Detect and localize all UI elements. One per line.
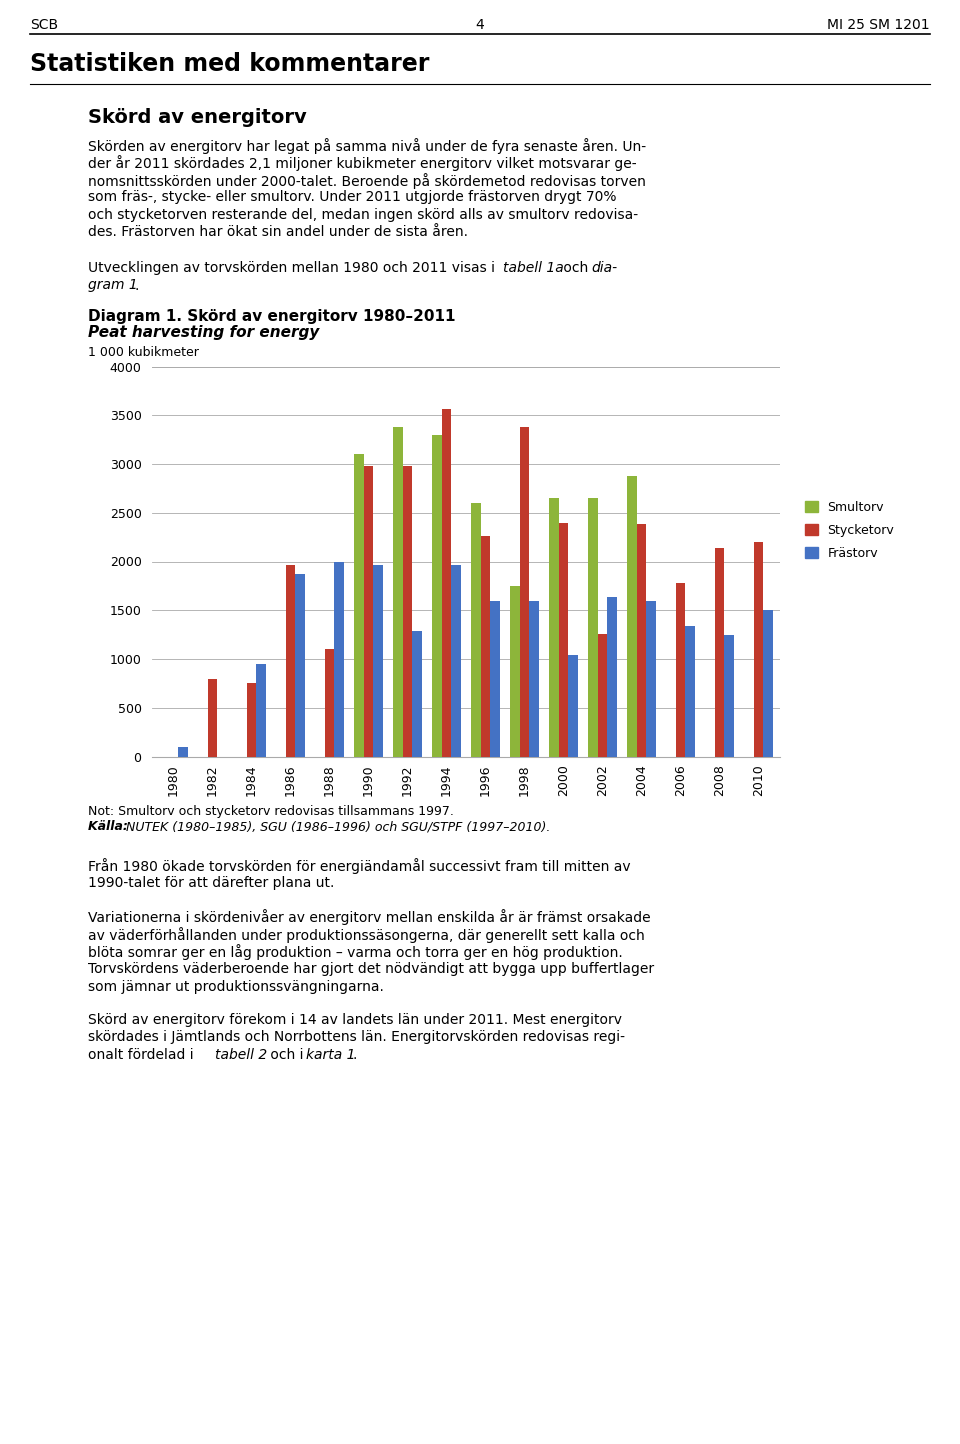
Text: Källa:: Källa: xyxy=(88,820,132,833)
Legend: Smultorv, Stycketorv, Frästorv: Smultorv, Stycketorv, Frästorv xyxy=(805,501,895,560)
Bar xyxy=(247,683,256,757)
Bar xyxy=(207,679,217,757)
Bar xyxy=(179,747,188,757)
Text: der år 2011 skördades 2,1 miljoner kubikmeter energitorv vilket motsvarar ge-: der år 2011 skördades 2,1 miljoner kubik… xyxy=(88,156,636,172)
Text: tabell 1a: tabell 1a xyxy=(503,261,564,274)
Text: som fräs-, stycke- eller smultorv. Under 2011 utgjorde frästorven drygt 70%: som fräs-, stycke- eller smultorv. Under… xyxy=(88,191,616,205)
Bar xyxy=(481,536,491,757)
Text: Skörden av energitorv har legat på samma nivå under de fyra senaste åren. Un-: Skörden av energitorv har legat på samma… xyxy=(88,139,646,155)
Bar xyxy=(559,524,568,757)
Bar xyxy=(402,466,413,757)
Bar xyxy=(432,435,442,757)
Bar xyxy=(636,524,646,757)
Text: karta 1: karta 1 xyxy=(306,1048,355,1061)
Text: onalt fördelad i: onalt fördelad i xyxy=(88,1048,198,1061)
Bar xyxy=(685,625,695,757)
Bar xyxy=(413,631,422,757)
Text: tabell 2: tabell 2 xyxy=(215,1048,267,1061)
Bar xyxy=(519,427,529,757)
Text: som jämnar ut produktionssvängningarna.: som jämnar ut produktionssvängningarna. xyxy=(88,979,384,993)
Bar xyxy=(491,602,500,757)
Text: des. Frästorven har ökat sin andel under de sista åren.: des. Frästorven har ökat sin andel under… xyxy=(88,225,468,240)
Text: NUTEK (1980–1985), SGU (1986–1996) och SGU/STPF (1997–2010).: NUTEK (1980–1985), SGU (1986–1996) och S… xyxy=(126,820,550,833)
Bar xyxy=(754,542,763,757)
Text: dia-: dia- xyxy=(591,261,617,274)
Bar xyxy=(442,410,451,757)
Text: Torvskördens väderberoende har gjort det nödvändigt att bygga upp buffertlager: Torvskördens väderberoende har gjort det… xyxy=(88,962,654,976)
Bar xyxy=(529,602,540,757)
Text: .: . xyxy=(353,1048,357,1061)
Bar xyxy=(646,602,656,757)
Text: av väderförhållanden under produktionssäsongerna, där generellt sett kalla och: av väderförhållanden under produktionssä… xyxy=(88,927,645,943)
Text: Variationerna i skördenivåer av energitorv mellan enskilda år är främst orsakade: Variationerna i skördenivåer av energito… xyxy=(88,910,651,926)
Bar xyxy=(334,562,344,757)
Bar xyxy=(470,503,481,757)
Text: och stycketorven resterande del, medan ingen skörd alls av smultorv redovisa-: och stycketorven resterande del, medan i… xyxy=(88,208,638,222)
Bar xyxy=(676,583,685,757)
Bar xyxy=(373,566,383,757)
Text: Från 1980 ökade torvskörden för energiändamål successivt fram till mitten av: Från 1980 ökade torvskörden för energiän… xyxy=(88,859,631,875)
Bar xyxy=(714,547,725,757)
Text: nomsnittsskörden under 2000-talet. Beroende på skördemetod redovisas torven: nomsnittsskörden under 2000-talet. Beroe… xyxy=(88,173,646,189)
Text: blöta somrar ger en låg produktion – varma och torra ger en hög produktion.: blöta somrar ger en låg produktion – var… xyxy=(88,944,623,960)
Bar xyxy=(364,466,373,757)
Text: SCB: SCB xyxy=(30,17,59,32)
Text: 1 000 kubikmeter: 1 000 kubikmeter xyxy=(88,345,199,358)
Bar xyxy=(608,596,617,757)
Bar xyxy=(510,586,519,757)
Bar xyxy=(324,650,334,757)
Bar xyxy=(451,566,461,757)
Bar xyxy=(725,634,734,757)
Text: Diagram 1. Skörd av energitorv 1980–2011: Diagram 1. Skörd av energitorv 1980–2011 xyxy=(88,309,455,323)
Bar xyxy=(354,455,364,757)
Text: Peat harvesting for energy: Peat harvesting for energy xyxy=(88,325,320,341)
Text: MI 25 SM 1201: MI 25 SM 1201 xyxy=(828,17,930,32)
Text: 1990-talet för att därefter plana ut.: 1990-talet för att därefter plana ut. xyxy=(88,877,334,890)
Text: gram 1: gram 1 xyxy=(88,279,137,293)
Bar xyxy=(763,611,773,757)
Text: Utvecklingen av torvskörden mellan 1980 och 2011 visas i: Utvecklingen av torvskörden mellan 1980 … xyxy=(88,261,499,274)
Bar xyxy=(393,427,402,757)
Text: Skörd av energitorv förekom i 14 av landets län under 2011. Mest energitorv: Skörd av energitorv förekom i 14 av land… xyxy=(88,1014,622,1027)
Bar xyxy=(285,566,296,757)
Text: Not: Smultorv och stycketorv redovisas tillsammans 1997.: Not: Smultorv och stycketorv redovisas t… xyxy=(88,804,454,817)
Text: .: . xyxy=(134,279,138,293)
Bar xyxy=(568,656,578,757)
Bar xyxy=(627,475,636,757)
Text: och i: och i xyxy=(266,1048,308,1061)
Text: Statistiken med kommentarer: Statistiken med kommentarer xyxy=(30,52,429,77)
Bar xyxy=(296,575,305,757)
Text: Skörd av energitorv: Skörd av energitorv xyxy=(88,108,307,127)
Text: skördades i Jämtlands och Norrbottens län. Energitorvskörden redovisas regi-: skördades i Jämtlands och Norrbottens lä… xyxy=(88,1031,625,1044)
Text: och: och xyxy=(559,261,592,274)
Text: 4: 4 xyxy=(475,17,485,32)
Bar xyxy=(256,664,266,757)
Bar xyxy=(549,498,559,757)
Bar xyxy=(588,498,598,757)
Bar xyxy=(598,634,608,757)
